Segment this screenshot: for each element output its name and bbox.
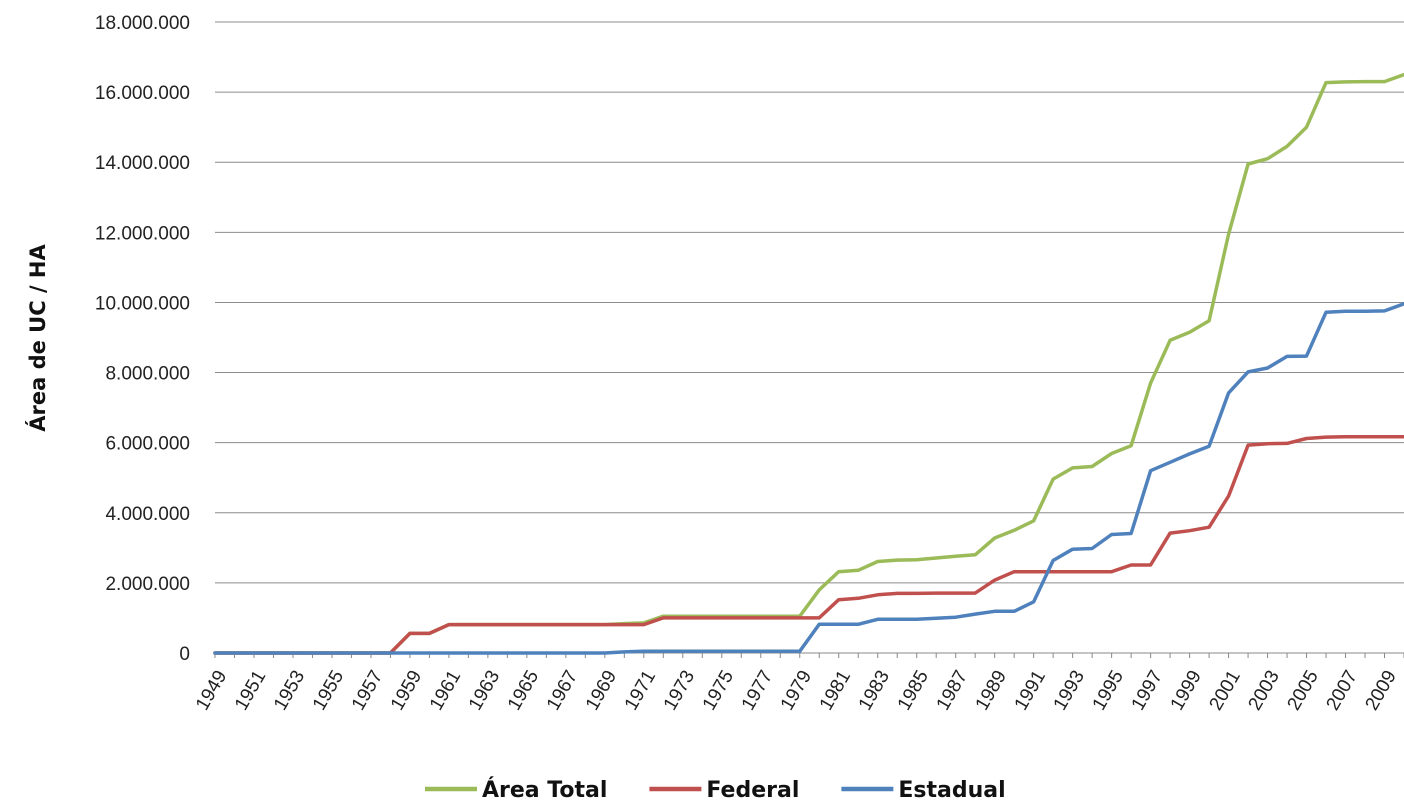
x-tick-label: 1973	[660, 667, 699, 714]
legend-label: Área Total	[482, 777, 607, 803]
x-tick-label: 1969	[582, 667, 621, 714]
x-tick-label: 1965	[504, 667, 543, 714]
y-tick-label: 4.000.000	[105, 504, 190, 525]
x-tick-label: 1963	[465, 667, 504, 714]
legend-label: Federal	[706, 778, 799, 803]
x-tick-label: 1975	[699, 667, 738, 714]
x-tick-label: 1993	[1050, 667, 1089, 714]
y-tick-label: 14.000.000	[95, 153, 190, 174]
y-tick-label: 12.000.000	[95, 223, 190, 244]
x-tick-label: 1989	[972, 667, 1011, 714]
x-tick-label: 1981	[816, 667, 855, 714]
y-tick-label: 6.000.000	[105, 434, 190, 455]
series-line	[213, 72, 1404, 655]
x-tick-label: 2003	[1245, 667, 1284, 714]
y-tick-label: 8.000.000	[105, 364, 190, 385]
x-tick-label: 1995	[1089, 667, 1128, 714]
x-axis-ticks: 1949 1951 1953 1955 1957 1959 1961 1963 1965 1967…	[192, 653, 1404, 714]
y-tick-label: 18.000.000	[95, 13, 190, 34]
y-tick-label: 2.000.000	[105, 574, 190, 595]
series-lines	[213, 72, 1404, 655]
x-tick-label: 2005	[1284, 667, 1323, 714]
x-tick-label: 1967	[543, 667, 582, 714]
y-tick-label: 10.000.000	[95, 293, 190, 314]
series-line	[213, 302, 1404, 655]
x-tick-label: 1985	[894, 667, 933, 714]
y-axis-ticks: 0 2.000.000 4.000.000 6.000.000 8.000.000 10.…	[95, 13, 190, 665]
legend-label: Estadual	[898, 778, 1005, 803]
x-tick-label: 1959	[387, 667, 426, 714]
x-tick-label: 1949	[192, 667, 231, 714]
x-tick-label: 1951	[231, 667, 270, 714]
x-tick-label: 1955	[309, 667, 348, 714]
y-axis-label: Área de UC / HA	[25, 244, 50, 432]
gridlines	[215, 21, 1404, 654]
y-tick-label: 0	[179, 644, 190, 665]
x-tick-label: 2001	[1206, 667, 1245, 714]
legend: Área Total Federal Estadual	[425, 777, 1006, 803]
x-tick-label: 1983	[855, 667, 894, 714]
x-tick-label: 1997	[1128, 667, 1167, 714]
x-tick-label: 1957	[348, 667, 387, 714]
x-tick-label: 1991	[1011, 667, 1050, 714]
x-tick-label: 1999	[1167, 667, 1206, 714]
x-tick-label: 2009	[1362, 667, 1401, 714]
x-tick-label: 1979	[777, 667, 816, 714]
x-tick-label: 1971	[621, 667, 660, 714]
x-tick-label: 1953	[270, 667, 309, 714]
x-tick-label: 1977	[738, 667, 777, 714]
series-line	[213, 434, 1404, 655]
x-tick-label: 1987	[933, 667, 972, 714]
y-tick-label: 16.000.000	[95, 83, 190, 104]
x-tick-label: 1961	[426, 667, 465, 714]
x-tick-label: 2007	[1323, 667, 1362, 714]
